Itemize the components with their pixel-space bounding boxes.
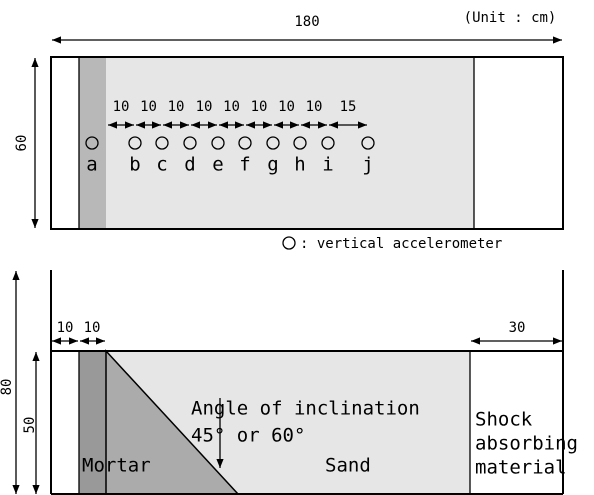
length-label: 180 [294,14,319,30]
mortar-wall [79,351,106,495]
sensor [321,136,335,150]
sensor [85,136,99,150]
sensor-label: d [184,154,195,176]
width-label: 60 [14,135,30,152]
spacing-label: 10 [113,99,130,115]
sensor [128,136,142,150]
absorber-label: material [475,457,567,479]
sensor-label: g [267,154,278,176]
spacing-label: 10 [57,320,74,336]
absorber-label: absorbing [475,433,578,455]
sensor-label: a [86,154,97,176]
absorber-width-label: 30 [509,320,526,336]
sensor-label: b [129,154,140,176]
absorber-label: Shock [475,409,533,431]
mortar-strip [79,57,106,229]
angle-label: Angle of inclination [191,398,420,420]
sensor-label: e [212,154,223,176]
sand-label: Sand [325,455,371,477]
spacing-label: 15 [340,99,357,115]
spacing-label: 10 [140,99,157,115]
spacing-label: 10 [278,99,295,115]
unit-label: (Unit : cm) [464,10,557,26]
sensor [238,136,252,150]
mortar-label: Mortar [82,455,151,477]
tank-outline [50,56,564,230]
sensor-label: f [239,154,250,176]
sensor [211,136,225,150]
sensor-group: a b c d e f g h i j 10 10 10 10 10 10 10 10 15 [85,99,375,176]
spacing-label: 10 [168,99,185,115]
angle-values: 45° or 60° [191,425,305,447]
spacing-label: 10 [84,320,101,336]
spacing-label: 10 [251,99,268,115]
spacing-label: 10 [306,99,323,115]
spacing-label: 10 [196,99,213,115]
height-label: 80 [0,379,15,396]
spacing-label: 10 [223,99,240,115]
sensor [183,136,197,150]
sensor [155,136,169,150]
legend-symbol [282,236,296,250]
sensor-label: i [322,154,333,176]
sand-area [106,57,474,229]
sensor [266,136,280,150]
depth-label: 50 [22,417,38,434]
sensor-label: h [294,154,305,176]
sensor-label: c [156,154,167,176]
sensor [361,136,375,150]
sensor [293,136,307,150]
legend-text: : vertical accelerometer [300,236,502,252]
sensor-label: j [362,154,373,176]
